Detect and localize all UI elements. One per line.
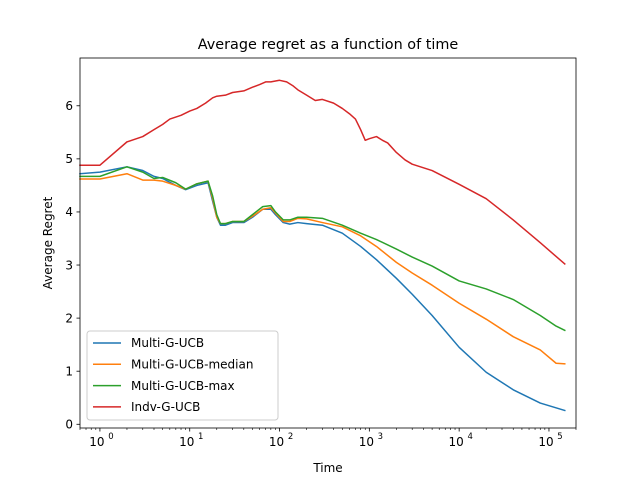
x-tick-exponent-1: 1 (198, 432, 203, 442)
x-tick-label-3: 10 (359, 435, 374, 449)
x-tick-label-1: 10 (179, 435, 194, 449)
series-line-1 (79, 172, 566, 365)
y-tick-label-4: 4 (65, 205, 73, 219)
x-axis: 10 0 10 1 10 2 10 3 10 4 10 5 (79, 428, 577, 449)
series-line-2 (79, 166, 566, 332)
legend-label-3: Indv-G-UCB (131, 400, 200, 414)
legend-label-1: Multi-G-UCB-median (131, 358, 253, 372)
legend: Multi-G-UCB Multi-G-UCB-median Multi-G-UCB… (86, 330, 279, 421)
x-axis-label: Time (312, 461, 342, 475)
x-tick-exponent-3: 3 (378, 432, 383, 442)
plot-frame (79, 57, 577, 429)
y-tick-label-2: 2 (65, 311, 73, 325)
legend-label-2: Multi-G-UCB-max (131, 379, 235, 393)
y-tick-label-3: 3 (65, 258, 73, 272)
x-tick-label-2: 10 (269, 435, 284, 449)
y-axis: 0 1 2 3 4 5 6 (65, 99, 80, 432)
x-tick-exponent-0: 0 (108, 432, 113, 442)
y-tick-label-5: 5 (65, 152, 73, 166)
x-tick-label-5: 10 (538, 435, 553, 449)
chart-title: Average regret as a function of time (198, 37, 459, 53)
x-tick-label-4: 10 (449, 435, 464, 449)
x-tick-exponent-5: 5 (557, 432, 562, 442)
y-tick-label-1: 1 (65, 364, 73, 378)
y-tick-label-6: 6 (65, 99, 73, 113)
series-line-3 (79, 79, 566, 266)
x-tick-label-0: 10 (89, 435, 104, 449)
x-tick-exponent-2: 2 (288, 432, 293, 442)
series-layer (79, 79, 566, 412)
legend-box (86, 330, 279, 421)
x-tick-exponent-4: 4 (467, 432, 472, 442)
y-tick-label-0: 0 (65, 418, 73, 432)
legend-label-0: Multi-G-UCB (131, 336, 204, 350)
y-axis-label: Average Regret (41, 196, 55, 289)
